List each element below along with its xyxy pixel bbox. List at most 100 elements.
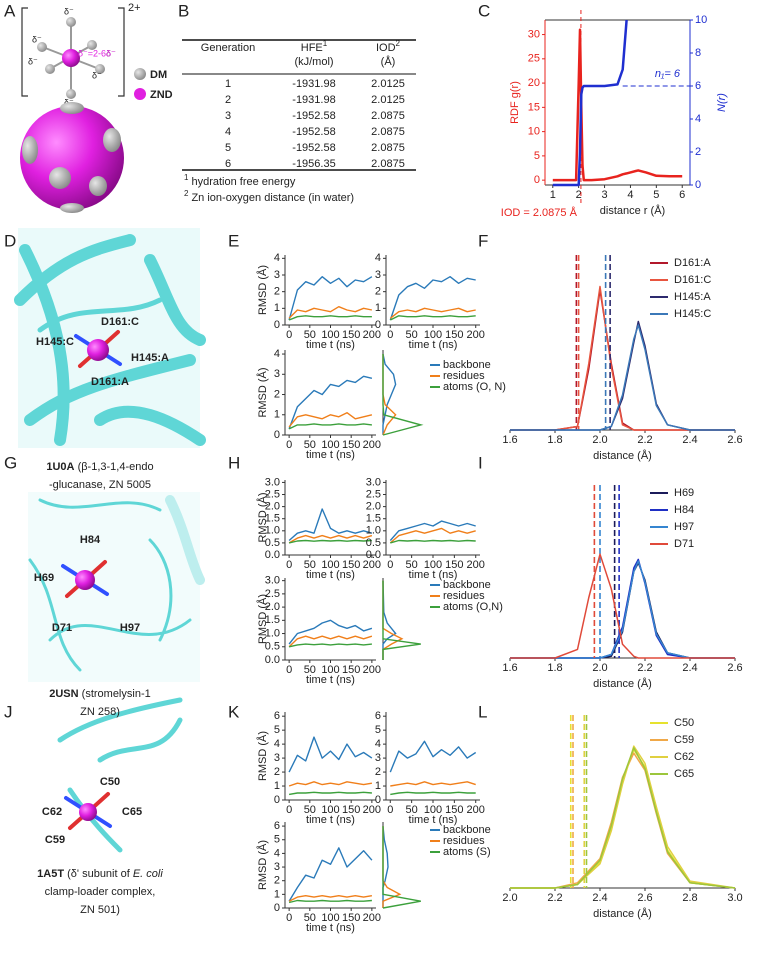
y-tick-label: 0.0 [265,549,280,561]
y-axis-label: RMSD (Å) [256,265,269,315]
y-tick-label: 1.5 [265,614,280,626]
y-tick-label: 1.5 [265,513,280,525]
x-tick-label: 1.6 [502,434,517,446]
table-cell: 2.0875 [371,158,405,170]
rmsd-line [288,539,372,544]
rmsd-line [288,315,372,321]
caption-part: (β-1,3-1,4-endo [78,461,154,473]
marginal-density [382,580,421,660]
x-axis-label: time t (ns) [306,449,355,461]
x-tick-label: 50 [406,329,418,341]
legend-label: C62 [674,751,694,763]
x-axis-label: distance (Å) [593,449,652,462]
legend-label: backbone [443,579,491,591]
x-tick-label: 2.4 [682,434,697,446]
distribution-line [510,553,735,659]
x-tick-label: 0 [387,559,393,571]
table-cell: -1931.98 [292,94,335,106]
rmsd-line [288,895,373,902]
residue-label: D161:C [101,316,139,328]
znd-sphere [20,102,124,213]
caption: 1A5T (δ' subunit of E. coli [37,868,163,880]
rmsd-line [288,619,373,645]
x-tick-label: 6 [679,189,685,201]
footnote-sup: 1 [184,173,189,182]
x-tick-label: 150 [342,664,360,676]
y-axis-label: RMSD (Å) [256,594,269,644]
structure-image [14,228,206,853]
y-tick-label: 2 [274,388,280,400]
x-tick-label: 50 [304,559,316,571]
zinc-ion [75,570,95,590]
caption: -glucanase, ZN 5005 [49,479,151,491]
y-tick-label: 6 [274,710,280,722]
rmsd-line [288,534,373,544]
distribution-line [510,747,736,889]
legend-label: H145:A [674,291,711,303]
header-text: IOD [376,42,396,54]
legend-label: residues [443,835,485,847]
residue-label: C62 [42,806,62,818]
y-tick-label: 0.5 [265,641,280,653]
distribution-line [510,745,736,889]
pdb-id: 2USN [49,688,78,700]
y-tick-label: 1.0 [265,525,280,537]
x-tick-label: 3 [601,189,607,201]
x-tick-label: 150 [445,329,463,341]
x-tick-label: 0 [286,804,292,816]
x-tick-label: 100 [424,804,442,816]
y-tick-label: 1 [375,780,381,792]
pdb-id: 1A5T [37,868,64,880]
y-tick-label: 3 [274,752,280,764]
annotation: n₁= 6 [655,68,681,80]
y-tick-label: 0 [375,319,381,331]
legend-label: atoms (O, N) [443,381,506,393]
x-axis-label: time t (ns) [409,814,458,826]
pdb-id: 1U0A [46,461,74,473]
y-tick-label: 3 [274,269,280,281]
rmsd-line [389,520,476,541]
header-sup: 1 [323,39,328,48]
y-tick-label: 6 [695,80,701,92]
caption: ZN 258) [80,706,120,718]
x-tick-label: 100 [424,329,442,341]
x-tick-label: 2.6 [727,434,742,446]
y-tick-label: 0.0 [265,654,280,666]
column-header: HFE1 [301,39,328,54]
legend-swatch [134,68,146,80]
residue-label: C59 [45,834,65,846]
x-tick-label: 100 [424,559,442,571]
y2-axis-label: N(r) [716,93,728,112]
x-axis-label: time t (ns) [409,339,458,351]
x-tick-label: 1.8 [547,662,562,674]
y-tick-label: 1 [274,409,280,421]
rmsd-line [288,635,373,648]
panel-letter: C [478,1,490,20]
legend-label: D161:C [674,274,711,286]
y-tick-label: 4 [695,113,701,125]
distribution-line [510,560,735,659]
legend-label: C50 [674,717,694,729]
y-tick-label: 8 [695,47,701,59]
x-tick-label: 150 [342,912,360,924]
y-tick-label: 15 [528,101,540,113]
header-unit: (Å) [381,55,396,68]
y-tick-label: 2.5 [265,488,280,500]
rmsd-line [389,276,476,321]
x-tick-label: 200 [363,329,381,341]
rmsd-line [288,643,372,648]
x-tick-label: 100 [321,559,339,571]
y-tick-label: 0 [534,174,540,186]
panel-letter: A [4,1,16,20]
distribution-line [510,748,736,889]
rmsd-line [288,276,373,321]
y-tick-label: 1 [375,302,381,314]
rmsd-line [288,412,373,428]
y-tick-label: 6 [375,710,381,722]
x-axis-label: distance (Å) [593,907,652,920]
x-tick-label: 50 [304,912,316,924]
column-header: Generation [201,42,255,54]
y-tick-label: 4 [274,348,280,360]
x-tick-label: 200 [363,664,381,676]
